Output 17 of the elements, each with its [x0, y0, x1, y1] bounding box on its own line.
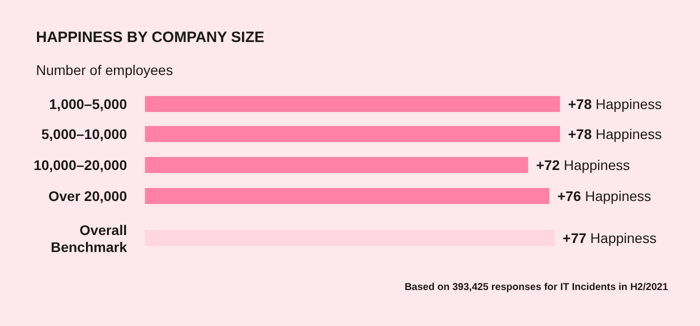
bar [145, 126, 560, 142]
data-label: +76 Happiness [557, 188, 652, 204]
chart-title: HAPPINESS BY COMPANY SIZE [36, 29, 264, 46]
y-axis-title: Number of employees [36, 62, 173, 78]
text: Based on 393,425 responses for IT Incidents in H2/2021 [404, 282, 668, 293]
y-tick-label: 1,000–5,000 [49, 96, 128, 112]
data-label: +78 Happiness [568, 96, 662, 112]
data-label: +72 Happiness [536, 157, 630, 173]
bar [145, 96, 560, 112]
bar [145, 157, 528, 173]
data-label: +78 Happiness [568, 126, 662, 142]
y-tick-label: Over 20,000 [48, 188, 128, 204]
y-tick-label: Overall Benchmark [50, 222, 128, 255]
y-tick-label: 10,000–20,000 [34, 157, 128, 173]
bar [145, 188, 550, 204]
y-tick-label: 5,000–10,000 [41, 126, 128, 142]
data-label: +77 Happiness [562, 230, 656, 246]
